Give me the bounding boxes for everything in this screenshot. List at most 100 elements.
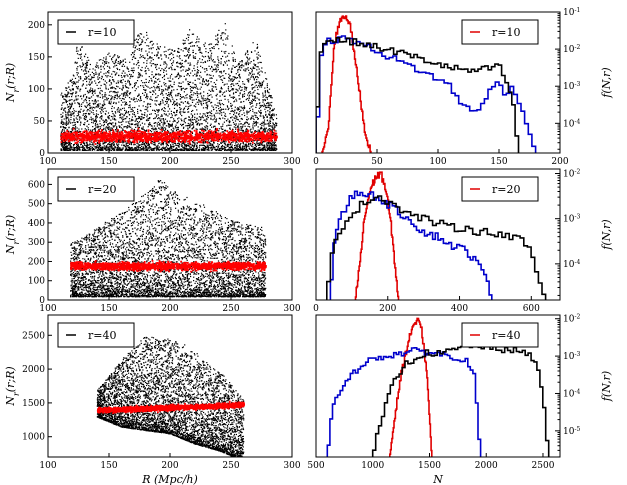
scatter-point (223, 142, 225, 144)
scatter-point (134, 39, 136, 41)
scatter-point (79, 49, 82, 51)
scatter-point (136, 62, 139, 64)
scatter-point (125, 143, 127, 145)
scatter-point (97, 123, 99, 125)
scatter-point (182, 123, 184, 125)
scatter-point (105, 110, 107, 112)
scatter-point (69, 79, 71, 81)
scatter-point (242, 83, 244, 85)
scatter-point (200, 123, 202, 125)
scatter-point (122, 87, 124, 89)
scatter-point (194, 142, 196, 144)
scatter-point (226, 83, 228, 85)
scatter-point (97, 103, 99, 105)
scatter-point (100, 71, 102, 73)
scatter-point (221, 146, 223, 148)
scatter-point (88, 97, 90, 99)
scatter-point (167, 148, 169, 150)
scatter-point (207, 146, 210, 148)
scatter-point (119, 149, 121, 151)
scatter-point (164, 130, 166, 132)
scatter-point (199, 119, 202, 121)
scatter-point (203, 148, 205, 150)
scatter-point (203, 44, 205, 46)
scatter-point (113, 79, 115, 81)
scatter-point (141, 149, 143, 151)
scatter-point (196, 41, 198, 43)
scatter-point (233, 110, 235, 112)
scatter-point (100, 116, 102, 118)
scatter-point (187, 142, 189, 145)
scatter-point (175, 143, 177, 145)
scatter-point (180, 123, 182, 125)
scatter-point (142, 133, 144, 135)
scatter-point (268, 103, 270, 105)
scatter-point (165, 93, 167, 95)
scatter-point (80, 53, 82, 55)
scatter-point (252, 125, 254, 127)
scatter-point (158, 73, 160, 75)
scatter-point (208, 74, 210, 76)
scatter-point (226, 64, 228, 66)
scatter-point (132, 149, 134, 151)
scatter-point (275, 122, 277, 124)
scatter-point (158, 149, 160, 151)
scatter-point (80, 122, 82, 124)
scatter-point (176, 126, 178, 129)
scatter-point (180, 70, 182, 72)
scatter-point (233, 136, 235, 138)
scatter-point (273, 143, 275, 145)
scatter-point (107, 88, 109, 90)
scatter-point (95, 119, 97, 121)
scatter-points (60, 23, 278, 151)
scatter-point (116, 72, 118, 74)
scatter-point (101, 118, 103, 120)
scatter-point (109, 128, 111, 130)
scatter-point (166, 94, 169, 96)
scatter-point (176, 149, 179, 151)
scatter-point (211, 66, 213, 69)
scatter-point (175, 149, 177, 151)
scatter-point (198, 78, 201, 80)
scatter-point (157, 95, 159, 97)
scatter-point (75, 117, 77, 119)
scatter-point (258, 129, 261, 131)
scatter-point (162, 127, 164, 129)
scatter-point (60, 134, 62, 136)
scatter-point (86, 105, 88, 107)
scatter-point (134, 82, 136, 84)
scatter-point (76, 87, 78, 89)
scatter-point (108, 128, 110, 130)
scatter-point (74, 62, 76, 64)
scatter-point (187, 122, 189, 125)
scatter-point (107, 149, 109, 151)
scatter-point (240, 109, 242, 111)
scatter-point (113, 96, 116, 98)
scatter-point (142, 82, 144, 84)
scatter-point (131, 147, 133, 149)
scatter-point (129, 73, 131, 75)
scatter-point (194, 69, 196, 72)
scatter-point (115, 103, 117, 105)
scatter-point (139, 33, 141, 35)
scatter-point (108, 143, 111, 145)
scatter-point (243, 105, 245, 107)
scatter-point (245, 62, 247, 65)
scatter-point (126, 66, 128, 68)
scatter-point (181, 145, 183, 147)
scatter-point (196, 149, 198, 151)
scatter-point (118, 141, 120, 143)
scatter-point (125, 101, 127, 104)
scatter-point (77, 103, 80, 105)
scatter-point (68, 149, 70, 151)
scatter-point (106, 139, 108, 141)
scatter-point (187, 111, 189, 113)
scatter-point (188, 116, 190, 118)
scatter-point (105, 119, 107, 121)
scatter-point (116, 127, 118, 129)
scatter-point (140, 118, 142, 120)
scatter-point (130, 147, 132, 149)
scatter-point (182, 149, 185, 151)
scatter-point (187, 101, 189, 103)
scatter-point (223, 84, 225, 86)
